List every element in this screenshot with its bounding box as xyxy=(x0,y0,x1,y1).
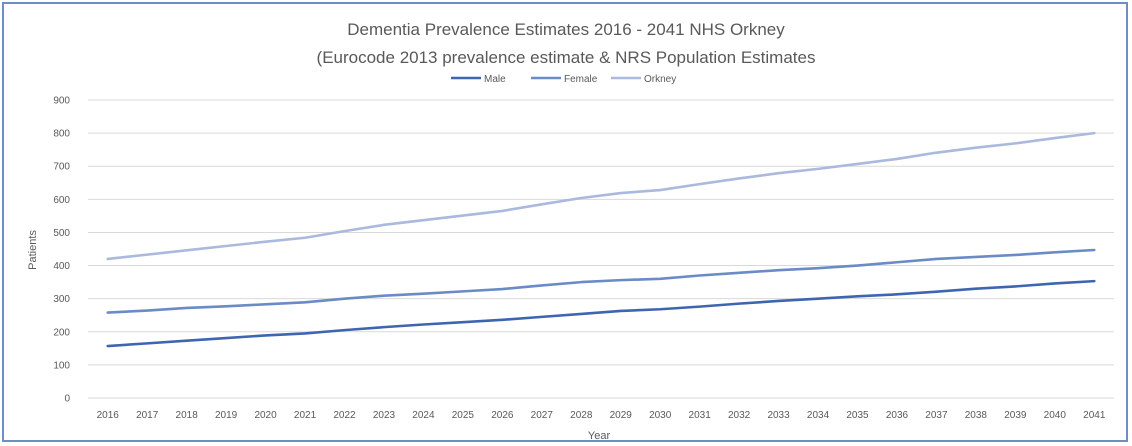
x-axis-label: Year xyxy=(588,430,611,442)
x-tick-label: 2028 xyxy=(570,410,593,421)
x-tick-label: 2024 xyxy=(412,410,435,421)
x-tick-label: 2029 xyxy=(610,410,633,421)
x-tick-label: 2019 xyxy=(215,410,238,421)
x-tick-label: 2039 xyxy=(1004,410,1027,421)
chart-title: Dementia Prevalence Estimates 2016 - 204… xyxy=(347,20,785,39)
y-tick-label: 900 xyxy=(53,96,70,107)
y-tick-label: 500 xyxy=(53,228,70,239)
y-axis-ticks: 0 100 200 300 400 500 600 700 800 900 xyxy=(53,96,70,405)
series-lines xyxy=(106,131,1096,348)
x-tick-label: 2030 xyxy=(649,410,672,421)
y-tick-label: 0 xyxy=(64,394,70,405)
y-tick-label: 200 xyxy=(53,327,70,338)
x-tick-label: 2031 xyxy=(689,410,712,421)
x-tick-label: 2026 xyxy=(491,410,514,421)
x-axis-ticks: 2016 2017 2018 2019 2020 2021 2022 2023 2024 2025… xyxy=(97,410,1106,421)
series-line-orkney xyxy=(106,131,1096,261)
x-tick-label: 2022 xyxy=(333,410,356,421)
x-tick-label: 2017 xyxy=(136,410,159,421)
x-tick-label: 2037 xyxy=(925,410,948,421)
gridlines xyxy=(88,99,1114,399)
x-tick-label: 2018 xyxy=(176,410,199,421)
x-tick-label: 2034 xyxy=(807,410,830,421)
y-tick-label: 700 xyxy=(53,162,70,173)
x-tick-label: 2021 xyxy=(294,410,317,421)
x-tick-label: 2041 xyxy=(1083,410,1106,421)
x-tick-label: 2035 xyxy=(846,410,869,421)
series-line-male xyxy=(106,279,1096,348)
x-tick-label: 2023 xyxy=(373,410,396,421)
y-tick-label: 400 xyxy=(53,261,70,272)
legend-label-orkney: Orkney xyxy=(644,74,676,85)
x-tick-label: 2040 xyxy=(1044,410,1067,421)
chart-legend: Male Female Orkney xyxy=(451,74,676,85)
legend-label-female: Female xyxy=(564,74,598,85)
legend-label-male: Male xyxy=(484,74,506,85)
y-tick-label: 300 xyxy=(53,294,70,305)
y-tick-label: 600 xyxy=(53,195,70,206)
x-tick-label: 2032 xyxy=(728,410,751,421)
x-tick-label: 2033 xyxy=(767,410,790,421)
y-tick-label: 800 xyxy=(53,129,70,140)
x-tick-label: 2027 xyxy=(531,410,554,421)
x-tick-label: 2025 xyxy=(452,410,475,421)
chart-subtitle: (Eurocode 2013 prevalence estimate & NRS… xyxy=(317,48,816,67)
x-tick-label: 2038 xyxy=(965,410,988,421)
y-tick-label: 100 xyxy=(53,360,70,371)
x-tick-label: 2016 xyxy=(97,410,120,421)
x-tick-label: 2036 xyxy=(886,410,909,421)
x-tick-label: 2020 xyxy=(254,410,277,421)
series-line-female xyxy=(106,248,1096,314)
y-axis-label: Patients xyxy=(27,230,39,270)
